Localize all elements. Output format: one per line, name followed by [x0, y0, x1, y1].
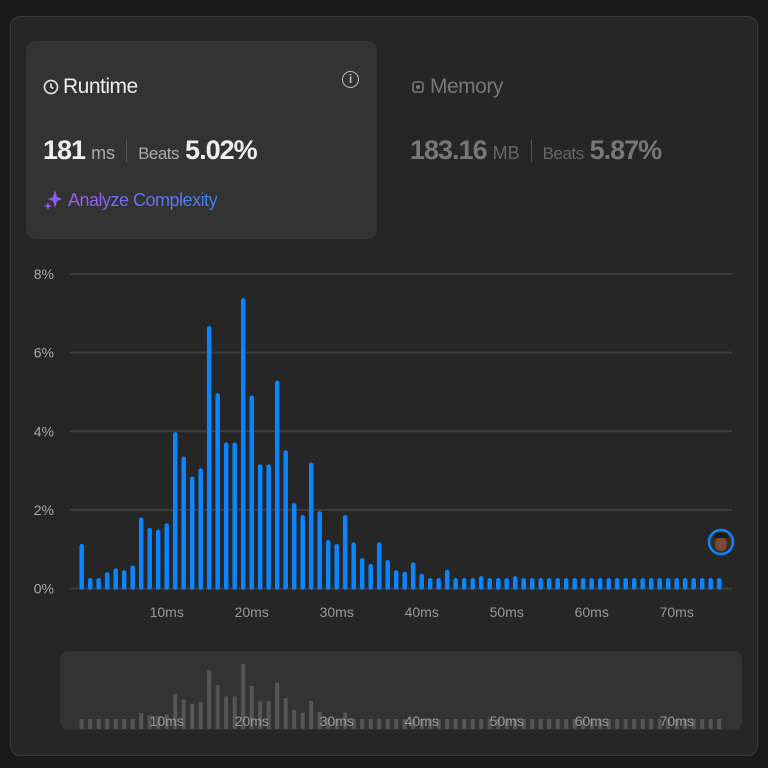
- runtime-title: Runtime: [43, 75, 138, 99]
- runtime-unit: ms: [91, 143, 116, 163]
- y-tick-label: 0%: [34, 581, 54, 597]
- memory-beats-label: Beats: [542, 144, 584, 163]
- navigator-tick-label: 50ms: [490, 713, 524, 729]
- y-tick-label: 6%: [34, 345, 54, 361]
- chart-navigator[interactable]: 10ms 20ms 30ms 40ms 50ms 60ms 70ms: [60, 651, 742, 730]
- navigator-tick-label: 60ms: [575, 713, 609, 729]
- user-avatar-marker[interactable]: [707, 528, 735, 556]
- x-tick-label: 30ms: [320, 604, 354, 620]
- runtime-card[interactable]: Runtime i 181 ms Beats 5.02% Analyze Com…: [26, 41, 377, 239]
- y-tick-label: 8%: [34, 266, 54, 282]
- navigator-background: [60, 651, 742, 730]
- navigator-tick-label: 20ms: [235, 713, 269, 729]
- navigator-tick-label: 30ms: [320, 713, 354, 729]
- avatar-face: [715, 537, 727, 551]
- memory-title: Memory: [410, 75, 503, 99]
- navigator-tick-label: 10ms: [150, 713, 184, 729]
- sparkle-icon: [44, 190, 62, 210]
- x-tick-label: 60ms: [575, 604, 609, 620]
- memory-beats-value: 5.87%: [589, 135, 663, 165]
- memory-unit: MB: [492, 143, 520, 163]
- divider: [126, 139, 128, 162]
- divider: [530, 139, 532, 162]
- x-tick-label: 10ms: [150, 604, 184, 620]
- memory-card[interactable]: Memory 183.16 MB Beats 5.87%: [393, 41, 733, 239]
- y-tick-label: 4%: [34, 423, 54, 439]
- navigator-tick-label: 40ms: [405, 713, 439, 729]
- navigator-tick-label: 70ms: [660, 713, 694, 729]
- avatar-hat: [714, 533, 728, 538]
- x-tick-label: 50ms: [490, 604, 524, 620]
- x-tick-label: 20ms: [235, 604, 269, 620]
- runtime-value: 181: [43, 135, 86, 165]
- info-icon[interactable]: i: [342, 71, 359, 88]
- x-tick-label: 70ms: [660, 604, 694, 620]
- x-tick-label: 40ms: [405, 604, 439, 620]
- chip-icon: [412, 81, 424, 93]
- analyze-complexity-button[interactable]: Analyze Complexity: [43, 189, 218, 211]
- runtime-beats-label: Beats: [138, 144, 180, 163]
- memory-value: 183.16: [410, 135, 488, 165]
- clock-icon: [43, 79, 59, 95]
- runtime-beats-value: 5.02%: [185, 135, 258, 165]
- y-tick-label: 2%: [34, 502, 54, 518]
